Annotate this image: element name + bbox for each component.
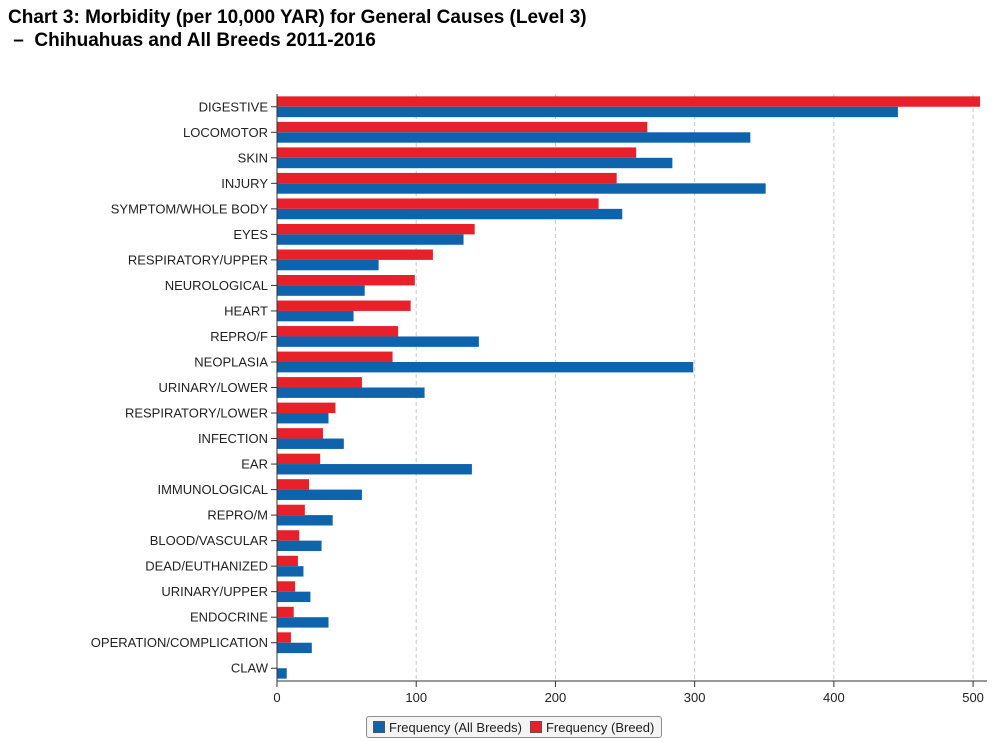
x-tick-label-200: 200 [545,690,567,705]
y-tick-label-dead-euthanized: DEAD/EUTHANIZED [145,559,268,574]
bar-breed-respiratory-lower [277,402,336,414]
bar-breed-eyes [277,223,475,235]
legend-label-all-breeds: Frequency (All Breeds) [389,719,522,735]
bar-all-breeds-endocrine [277,617,329,628]
chart-title-line-1: Chart 3: Morbidity (per 10,000 YAR) for … [8,7,587,28]
y-tick-label-ear: EAR [241,457,268,472]
bar-all-breeds-repro-f [277,336,479,347]
bar-breed-symptom-whole-body [277,198,599,209]
bar-all-breeds-digestive [277,106,898,118]
bar-all-breeds-repro-m [277,515,333,526]
y-tick-label-endocrine: ENDOCRINE [190,610,268,625]
bar-breed-dead-euthanized [277,555,298,567]
bar-all-breeds-infection [277,438,344,449]
bar-breed-endocrine [277,606,294,618]
y-tick-label-respiratory-lower: RESPIRATORY/LOWER [125,406,268,421]
x-tick-label-100: 100 [405,690,427,705]
bar-breed-skin [277,147,637,158]
y-tick-label-skin: SKIN [238,150,268,165]
y-tick-label-neoplasia: NEOPLASIA [194,354,268,369]
y-tick-label-infection: INFECTION [198,431,268,446]
bar-all-breeds-immunological [277,489,362,500]
bar-breed-urinary-lower [277,377,362,388]
x-tick-label-400: 400 [823,690,845,705]
y-tick-label-repro-f: REPRO/F [210,329,268,344]
y-tick-label-urinary-upper: URINARY/UPPER [161,584,268,599]
bar-breed-repro-m [277,504,305,516]
bar-all-breeds-locomotor [277,132,751,143]
bar-breed-injury [277,172,617,184]
bar-breed-repro-f [277,326,399,337]
bar-all-breeds-neurological [277,285,365,296]
bar-breed-ear [277,453,321,465]
bar-breed-locomotor [277,121,648,133]
y-tick-label-locomotor: LOCOMOTOR [183,125,268,140]
bar-breed-digestive [277,96,981,107]
chart-title-line-2: – Chihuahuas and All Breeds 2011-2016 [8,30,376,51]
bar-all-breeds-urinary-lower [277,387,425,398]
bar-breed-neurological [277,275,415,286]
bar-all-breeds-operation-complication [277,642,312,654]
y-tick-label-symptom-whole-body: SYMPTOM/WHOLE BODY [111,201,269,216]
legend-swatch-all-breeds [373,721,385,733]
bar-all-breeds-blood-vascular [277,540,322,552]
legend-label-breed: Frequency (Breed) [545,719,655,735]
bar-breed-respiratory-upper [277,249,433,260]
x-tick-label-0: 0 [273,690,280,705]
y-tick-label-eyes: EYES [233,227,268,242]
bar-all-breeds-symptom-whole-body [277,208,623,220]
bar-all-breeds-dead-euthanized [277,566,304,577]
bar-breed-heart [277,300,411,311]
bar-chart: DIGESTIVE LOCOMOTOR SKIN INJURY SYMPTOM/WHOL… [91,94,987,705]
legend-item-all-breeds: Frequency (All Breeds) [373,720,522,735]
bar-all-breeds-respiratory-lower [277,413,329,424]
bar-breed-operation-complication [277,632,291,643]
bar-breed-neoplasia [277,351,393,362]
x-tick-label-300: 300 [684,690,706,705]
bar-all-breeds-claw [277,668,287,679]
chart-legend: Frequency (All Breeds) Frequency (Breed) [366,716,663,738]
y-tick-label-respiratory-upper: RESPIRATORY/UPPER [128,252,268,267]
y-tick-label-digestive: DIGESTIVE [199,99,269,114]
y-tick-label-urinary-lower: URINARY/LOWER [158,380,268,395]
chart-title: Chart 3: Morbidity (per 10,000 YAR) for … [8,6,587,52]
bar-all-breeds-eyes [277,234,464,245]
y-tick-label-blood-vascular: BLOOD/VASCULAR [150,533,268,548]
y-tick-label-operation-complication: OPERATION/COMPLICATION [91,635,268,650]
x-tick-label-500: 500 [962,690,984,705]
y-tick-label-repro-m: REPRO/M [207,508,268,523]
legend-item-breed: Frequency (Breed) [529,719,655,735]
bar-breed-immunological [277,479,310,490]
bar-breed-blood-vascular [277,530,300,541]
bar-breed-infection [277,428,323,439]
bar-all-breeds-ear [277,464,472,475]
bar-breed-urinary-upper [277,581,296,592]
y-tick-label-claw: CLAW [231,661,269,676]
bar-all-breeds-skin [277,157,673,169]
bar-all-breeds-respiratory-upper [277,259,379,271]
bar-all-breeds-neoplasia [277,361,694,373]
legend-swatch-breed [529,721,542,733]
y-tick-label-immunological: IMMUNOLOGICAL [157,482,268,497]
y-tick-label-injury: INJURY [221,176,268,191]
y-tick-label-neurological: NEUROLOGICAL [165,278,268,293]
bar-all-breeds-urinary-upper [277,591,311,603]
bar-all-breeds-heart [277,310,354,322]
y-tick-label-heart: HEART [224,303,268,318]
bar-all-breeds-injury [277,183,766,194]
